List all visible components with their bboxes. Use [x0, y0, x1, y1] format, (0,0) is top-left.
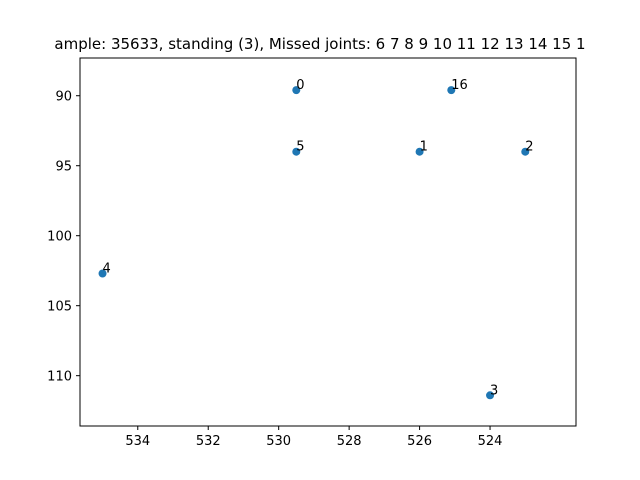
data-point	[486, 391, 495, 400]
data-point-label: 5	[296, 140, 304, 155]
axes-frame	[79, 57, 577, 427]
y-tick-label: 90	[55, 90, 72, 105]
y-tick-label: 95	[55, 160, 72, 175]
data-point-label: 3	[490, 383, 498, 398]
data-point	[98, 269, 107, 278]
x-tick-label: 534	[125, 434, 150, 449]
x-tick-label: 524	[478, 434, 503, 449]
data-point	[415, 147, 424, 156]
data-point-label: 16	[451, 78, 468, 93]
x-tick-label: 526	[407, 434, 432, 449]
data-point-label: 1	[420, 140, 428, 155]
plot-area: 534 532 530 528 526 524 90 95 100 105 110 0 16 5 1 2 4 3	[47, 57, 577, 449]
x-tick-label: 530	[266, 434, 291, 449]
data-point-label: 0	[296, 78, 304, 93]
x-tick-label: 528	[337, 434, 362, 449]
data-point-label: 2	[525, 140, 533, 155]
data-point	[521, 147, 530, 156]
y-tick-label: 100	[47, 230, 72, 245]
data-point-label: 4	[103, 261, 111, 276]
y-tick-label: 105	[47, 300, 72, 315]
chart-title: ample: 35633, standing (3), Missed joint…	[54, 35, 585, 53]
y-tick-label: 110	[47, 370, 72, 385]
data-point	[292, 147, 301, 156]
data-point	[447, 86, 456, 95]
x-tick-label: 532	[196, 434, 221, 449]
data-point	[292, 86, 301, 95]
